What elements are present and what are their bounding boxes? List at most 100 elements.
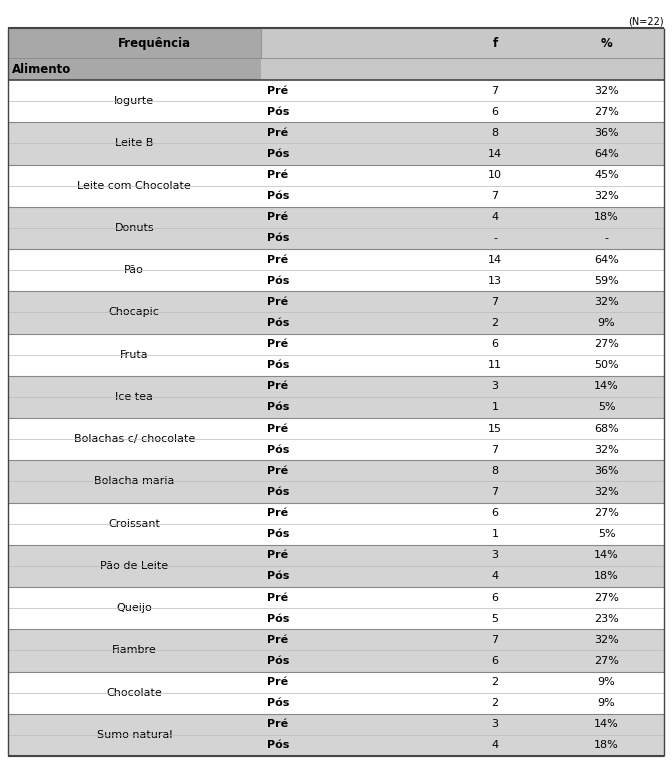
Text: Pós: Pós xyxy=(267,107,289,117)
Bar xyxy=(8,397,664,418)
Bar xyxy=(8,714,664,735)
Text: 32%: 32% xyxy=(594,296,619,307)
Text: 6: 6 xyxy=(492,593,499,603)
Text: Leite com Chocolate: Leite com Chocolate xyxy=(77,180,191,191)
Bar xyxy=(8,650,664,672)
Text: Pré: Pré xyxy=(267,593,288,603)
Text: Pós: Pós xyxy=(267,487,289,497)
Text: 10: 10 xyxy=(488,170,502,180)
Text: 5: 5 xyxy=(492,613,499,623)
Text: Chocapic: Chocapic xyxy=(109,307,160,317)
Text: 2: 2 xyxy=(491,318,499,328)
Text: Pós: Pós xyxy=(267,318,289,328)
Text: 2: 2 xyxy=(491,677,499,687)
Bar xyxy=(8,164,664,186)
Bar xyxy=(8,587,664,608)
Text: 8: 8 xyxy=(491,128,499,138)
Text: 32%: 32% xyxy=(594,445,619,455)
Text: -: - xyxy=(605,234,609,244)
Text: Pré: Pré xyxy=(267,550,288,560)
Text: Pré: Pré xyxy=(267,86,288,96)
Text: -: - xyxy=(493,234,497,244)
Text: 45%: 45% xyxy=(594,170,619,180)
Text: 27%: 27% xyxy=(594,656,619,666)
Text: 7: 7 xyxy=(491,86,499,96)
Text: Fruta: Fruta xyxy=(120,350,149,360)
Text: 14: 14 xyxy=(488,254,502,264)
Bar xyxy=(8,186,664,207)
Text: 27%: 27% xyxy=(594,593,619,603)
Text: 7: 7 xyxy=(491,487,499,497)
Bar xyxy=(8,460,664,481)
Text: 13: 13 xyxy=(488,276,502,286)
Bar xyxy=(8,354,664,376)
Text: 32%: 32% xyxy=(594,487,619,497)
Text: 7: 7 xyxy=(491,445,499,455)
Text: Pós: Pós xyxy=(267,613,289,623)
Text: 36%: 36% xyxy=(594,128,619,138)
Text: 7: 7 xyxy=(491,191,499,201)
Text: 5%: 5% xyxy=(598,403,616,413)
Text: (N=22): (N=22) xyxy=(628,17,664,27)
Text: 23%: 23% xyxy=(594,613,619,623)
Text: Pré: Pré xyxy=(267,635,288,645)
Text: 4: 4 xyxy=(491,212,499,222)
Text: Iogurte: Iogurte xyxy=(114,96,155,106)
Text: Croissant: Croissant xyxy=(108,519,160,529)
Bar xyxy=(8,545,664,566)
Text: Sumo natural: Sumo natural xyxy=(97,730,172,740)
Text: 18%: 18% xyxy=(594,571,619,581)
Text: 59%: 59% xyxy=(594,276,619,286)
Text: 36%: 36% xyxy=(594,466,619,476)
Bar xyxy=(8,28,261,58)
Text: 7: 7 xyxy=(491,635,499,645)
Bar xyxy=(8,630,664,650)
Bar xyxy=(8,207,664,228)
Text: 50%: 50% xyxy=(594,360,619,371)
Bar xyxy=(8,312,664,334)
Text: 3: 3 xyxy=(492,550,499,560)
Text: Pré: Pré xyxy=(267,720,288,730)
Text: 7: 7 xyxy=(491,296,499,307)
Text: 27%: 27% xyxy=(594,107,619,117)
Bar xyxy=(8,376,664,397)
Text: Pré: Pré xyxy=(267,254,288,264)
Text: Bolacha maria: Bolacha maria xyxy=(94,477,175,487)
Text: Pré: Pré xyxy=(267,423,288,433)
Bar xyxy=(8,693,664,714)
Text: 4: 4 xyxy=(491,571,499,581)
Text: Pré: Pré xyxy=(267,339,288,349)
Text: Pré: Pré xyxy=(267,677,288,687)
Text: Pré: Pré xyxy=(267,381,288,391)
Text: 5%: 5% xyxy=(598,529,616,539)
Text: Bolachas c/ chocolate: Bolachas c/ chocolate xyxy=(74,434,195,444)
Bar xyxy=(8,270,664,291)
Text: 32%: 32% xyxy=(594,86,619,96)
Text: 27%: 27% xyxy=(594,508,619,518)
Text: Pós: Pós xyxy=(267,191,289,201)
Bar xyxy=(8,291,664,312)
Text: f: f xyxy=(493,37,498,50)
Text: 6: 6 xyxy=(492,508,499,518)
Text: 9%: 9% xyxy=(597,698,616,708)
Text: 8: 8 xyxy=(491,466,499,476)
Text: Queijo: Queijo xyxy=(116,603,152,613)
Text: Leite B: Leite B xyxy=(115,138,153,148)
Bar xyxy=(8,418,664,439)
Text: Pós: Pós xyxy=(267,529,289,539)
Text: 15: 15 xyxy=(488,423,502,433)
Bar xyxy=(8,144,664,164)
Text: Pré: Pré xyxy=(267,128,288,138)
Text: Pós: Pós xyxy=(267,740,289,750)
Text: Pão de Leite: Pão de Leite xyxy=(100,561,169,571)
Text: Alimento: Alimento xyxy=(12,63,71,76)
Bar xyxy=(8,481,664,503)
Text: 6: 6 xyxy=(492,107,499,117)
Text: Pré: Pré xyxy=(267,296,288,307)
Text: Pós: Pós xyxy=(267,571,289,581)
Text: 27%: 27% xyxy=(594,339,619,349)
Text: Pós: Pós xyxy=(267,656,289,666)
Text: 6: 6 xyxy=(492,339,499,349)
Text: 14: 14 xyxy=(488,149,502,159)
Text: 6: 6 xyxy=(492,656,499,666)
